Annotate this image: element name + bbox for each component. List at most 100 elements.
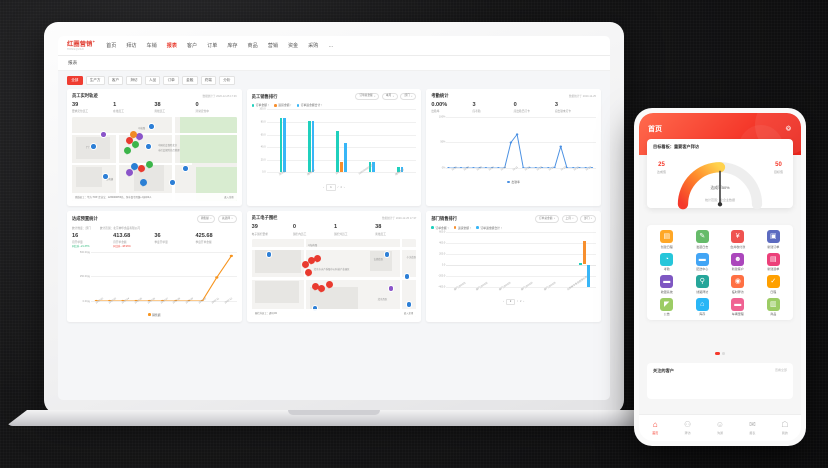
map-employee-geofence[interactable]: 马甸南路 北京市水产养殖中心科技产业园区 古德街区 北京西区 小关街区 (251, 239, 417, 318)
map-pin[interactable] (126, 168, 133, 178)
bar-order-amount[interactable] (396, 167, 400, 173)
bar-total[interactable] (372, 162, 375, 173)
map-dot-marker[interactable] (102, 172, 109, 180)
select-metric[interactable]: 订单总金额 ▾ (355, 93, 380, 101)
nav-item-marketing[interactable]: 营销 (267, 43, 278, 49)
bar-return-amount[interactable] (340, 161, 343, 173)
quick-action-temp-visit[interactable]: ◉ 临时拜访 (720, 275, 756, 294)
chip-finance[interactable]: 金融 (181, 76, 198, 85)
bar-order-amount[interactable] (308, 121, 311, 173)
map-fullscreen-button[interactable]: 进入全景 (403, 312, 414, 316)
map-pin[interactable] (138, 164, 145, 174)
map-pin[interactable] (317, 285, 325, 294)
chip-all[interactable]: 全部 (67, 76, 83, 85)
quick-action-vehicle-mileage[interactable]: ▬ 车辆里程 (720, 297, 756, 316)
map-pin[interactable] (304, 269, 312, 278)
quick-action-new-customer[interactable]: ☻ 新建客户 (720, 252, 756, 271)
pager-current[interactable]: 2 (505, 298, 516, 305)
map-pin[interactable] (325, 281, 333, 290)
pager-prev[interactable]: ‹ (503, 300, 504, 304)
chip-producer[interactable]: 生产方 (85, 76, 105, 85)
quick-action-merge-payment[interactable]: ¥ 合并收付款 (720, 230, 756, 249)
pager-next[interactable]: › (523, 300, 525, 304)
bar-order-amount[interactable] (336, 131, 339, 173)
focus-customers-more[interactable]: 查看全部 (774, 368, 787, 372)
quick-action-new-return[interactable]: ▤ 新建退单 (756, 252, 792, 271)
map-dot-marker[interactable] (100, 130, 107, 138)
quick-action-route-visit[interactable]: ⚲ 线路拜访 (685, 275, 721, 294)
quick-action-create-log[interactable]: ✎ 发起日志 (685, 230, 721, 249)
select-scope[interactable]: 部门 ▾ (400, 93, 417, 101)
pager-prev[interactable]: ‹ (323, 185, 325, 189)
gear-icon[interactable] (785, 125, 792, 132)
quick-action-new-order[interactable]: ▣ 新建订单 (756, 230, 792, 249)
chip-order[interactable]: 订单 (163, 76, 179, 85)
nav-item-inventory[interactable]: 库存 (227, 43, 238, 49)
map-pin[interactable] (301, 261, 309, 270)
map-dot-marker[interactable] (383, 251, 391, 258)
bar-order-amount[interactable] (579, 263, 582, 265)
bar-total[interactable] (400, 167, 404, 173)
map-dot-marker[interactable] (265, 251, 273, 258)
map-pin[interactable] (124, 146, 131, 156)
pager-current[interactable]: 1 (326, 184, 336, 191)
nav-item-orders[interactable]: 订单 (207, 43, 218, 49)
map-pin[interactable] (136, 132, 143, 142)
bar-total[interactable] (587, 264, 590, 287)
select-metric[interactable]: 销售额 ▾ (196, 215, 216, 223)
carousel-dot[interactable] (722, 352, 725, 355)
nav-item-visit[interactable]: 拜访 (126, 43, 137, 49)
carousel-dot-active[interactable] (715, 352, 721, 355)
bar-total[interactable] (311, 121, 315, 173)
map-pin[interactable] (126, 136, 133, 146)
map-pin[interactable] (140, 178, 147, 188)
select-scope[interactable]: 部门 ▾ (580, 215, 596, 223)
pager-next[interactable]: › (343, 185, 345, 189)
select-period[interactable]: 本月 ▾ (381, 93, 398, 101)
map-fullscreen-button[interactable]: 进入全景 (224, 195, 234, 199)
tab-profile[interactable]: ☖ 我的 (769, 421, 801, 435)
quick-action-inventory[interactable]: ⌂ 库存 (685, 297, 721, 316)
quick-action-attendance[interactable]: ◔ 考勤 (649, 252, 685, 271)
tab-visit[interactable]: ⚇ 拜访 (671, 421, 703, 435)
map-employee-track[interactable]: 马甸路 中国社会保险北京 市社会保险综合管理 便利蜂 厂门 (72, 116, 237, 201)
map-pin[interactable] (311, 283, 319, 292)
tab-chat[interactable]: ☺ 沟通 (704, 421, 736, 435)
bar-order-amount[interactable] (368, 161, 372, 173)
map-pin[interactable] (146, 160, 153, 170)
bar-total[interactable] (283, 118, 287, 173)
tab-home[interactable]: ⌂ 首页 (639, 421, 671, 435)
quick-action-schedule[interactable]: ✓ 日程 (756, 275, 792, 294)
nav-item-customers[interactable]: 客户 (186, 43, 198, 49)
map-dot-marker[interactable] (90, 142, 97, 150)
map-pin[interactable] (132, 140, 139, 150)
map-pin[interactable] (131, 162, 138, 172)
map-pin[interactable] (307, 257, 315, 266)
map-dot-marker[interactable] (182, 164, 189, 172)
select-metric[interactable]: 订单总金额 ▾ (534, 215, 560, 223)
quick-action-announcement[interactable]: ◤ 公告 (649, 297, 685, 316)
chip-terminal[interactable]: 终端 (200, 76, 217, 85)
app-logo[interactable]: 红圈营销+ HONGQUAN (67, 39, 95, 52)
chip-visit[interactable]: 拜访 (126, 76, 142, 85)
select-period[interactable]: 上月 ▾ (561, 215, 578, 223)
bar-total[interactable] (343, 143, 347, 173)
map-dot-marker[interactable] (387, 285, 395, 292)
quick-action-products[interactable]: ▥ 商品 (756, 297, 792, 316)
nav-item-products[interactable]: 商品 (247, 43, 258, 49)
map-dot-marker[interactable] (145, 142, 152, 150)
nav-item-vehicle-sales[interactable]: 车销 (146, 43, 157, 49)
map-dot-marker[interactable] (148, 122, 155, 130)
nav-item-reports[interactable]: 报表 (166, 43, 177, 49)
nav-item-purchase[interactable]: 采购 (308, 43, 319, 49)
chip-analysis[interactable]: 分析 (219, 76, 235, 85)
map-dot-marker[interactable] (169, 178, 176, 186)
bar-return-amount[interactable] (583, 241, 586, 265)
tab-reports[interactable]: ✉ 报表 (736, 421, 768, 435)
map-pin[interactable] (313, 255, 321, 264)
quick-action-create-schedule[interactable]: ▤ 创建日程 (649, 230, 685, 249)
select-scope[interactable]: 先选择 ▾ (217, 215, 237, 223)
map-pin[interactable] (130, 130, 137, 140)
bar-order-amount[interactable] (279, 118, 283, 173)
nav-item-more[interactable]: … (328, 42, 334, 49)
